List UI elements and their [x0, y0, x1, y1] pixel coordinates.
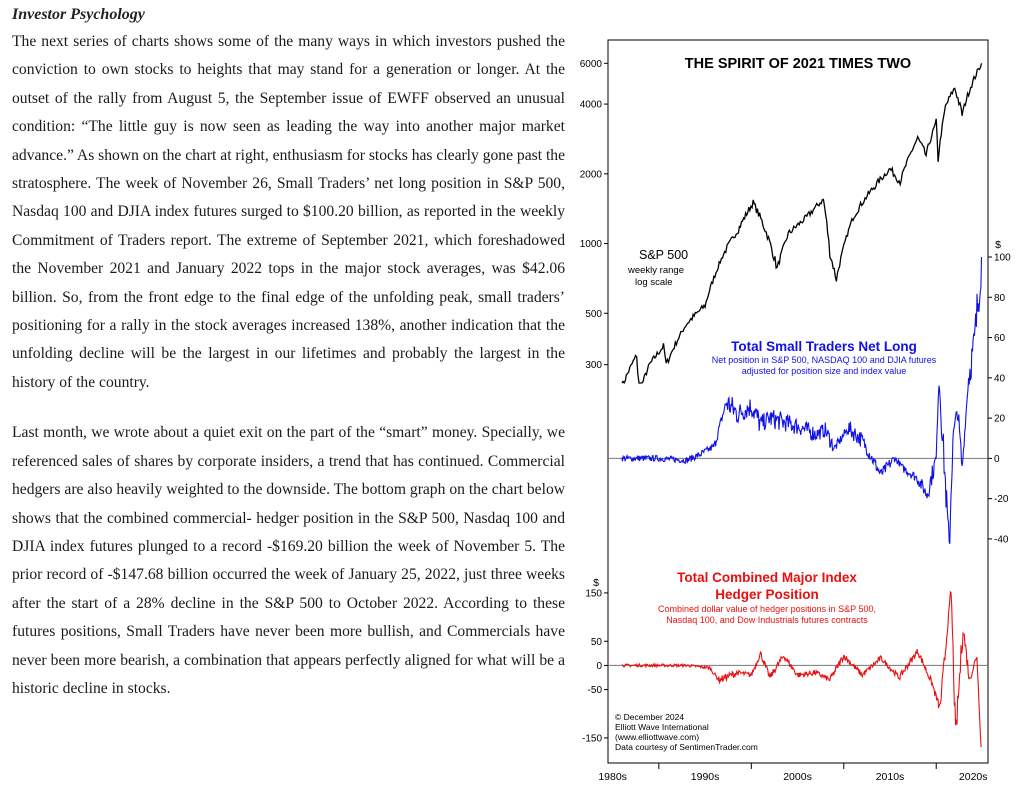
- credit-line-3: (www.elliottwave.com): [615, 732, 699, 742]
- x-tick-label: 2020s: [959, 771, 988, 783]
- hedger-panel: 150 50 0 -50 -150: [582, 588, 988, 748]
- y-tick-label: 500: [585, 309, 602, 320]
- sp500-sublabel-2: log scale: [635, 277, 673, 288]
- small-traders-unit: $: [995, 239, 1001, 251]
- hedger-title-line-1: Total Combined Major Index: [677, 570, 857, 585]
- y-tick-label: 20: [994, 414, 1006, 425]
- credit-line-1: © December 2024: [615, 712, 684, 722]
- y-tick-label: -150: [582, 733, 602, 744]
- x-axis: 1980s 1990s 2000s 2010s 2020s: [598, 763, 988, 783]
- credit-line-2: Elliott Wave International: [615, 722, 709, 732]
- y-tick-label: -50: [588, 685, 603, 696]
- y-tick-label: 80: [994, 293, 1006, 304]
- small-traders-title: Total Small Traders Net Long: [731, 339, 917, 354]
- sp500-label: S&P 500: [639, 248, 688, 262]
- x-tick-label: 1980s: [598, 771, 627, 783]
- x-tick-label: 2010s: [876, 771, 905, 783]
- x-tick-label: 1990s: [691, 771, 720, 783]
- y-tick-label: 4000: [580, 100, 603, 111]
- paragraph-1: The next series of charts shows some of …: [12, 33, 565, 391]
- chart-frame: [607, 39, 989, 764]
- y-tick-label: 300: [585, 360, 602, 371]
- y-tick-label: 50: [591, 637, 603, 648]
- x-tick-label: 2000s: [783, 771, 812, 783]
- y-tick-label: -20: [994, 494, 1009, 505]
- y-tick-label: 0: [596, 661, 602, 672]
- sp500-panel: 6000 4000 2000 1000 500 300: [580, 59, 983, 385]
- sp500-line: [621, 63, 983, 385]
- article-text: Investor Psychology The next series of c…: [12, 6, 565, 703]
- hedger-title-line-2: Hedger Position: [715, 587, 819, 602]
- small-traders-subtitle-2: adjusted for position size and index val…: [742, 366, 907, 376]
- y-tick-label: 2000: [580, 169, 603, 180]
- hedger-unit: $: [593, 577, 599, 589]
- section-title: Investor Psychology: [12, 6, 145, 23]
- y-tick-label: 60: [994, 333, 1006, 344]
- sentiment-chart: 6000 4000 2000 1000 500 300 100 80 60 40 20 0 -20 -4…: [572, 38, 1018, 794]
- paragraph-2: Last month, we wrote about a quiet exit …: [12, 424, 565, 697]
- hedger-subtitle-1: Combined dollar value of hedger position…: [658, 604, 876, 614]
- chart-title: THE SPIRIT OF 2021 TIMES TWO: [685, 56, 911, 72]
- y-tick-label: 6000: [580, 59, 603, 70]
- y-tick-label: 40: [994, 373, 1006, 384]
- y-tick-label: 1000: [580, 239, 603, 250]
- small-traders-subtitle-1: Net position in S&P 500, NASDAQ 100 and …: [712, 355, 937, 365]
- y-tick-label: 150: [585, 588, 602, 599]
- y-tick-label: -40: [994, 534, 1009, 545]
- hedger-line: [621, 590, 982, 748]
- credit-line-4: Data courtesy of SentimenTrader.com: [615, 742, 758, 752]
- small-traders-line: [621, 256, 983, 544]
- y-tick-label: 0: [994, 454, 1000, 465]
- small-traders-panel: 100 80 60 40 20 0 -20 -40: [608, 253, 1011, 545]
- hedger-subtitle-2: Nasdaq 100, and Dow Industrials futures …: [666, 615, 868, 625]
- sp500-sublabel-1: weekly range: [627, 265, 684, 276]
- y-tick-label: 100: [994, 253, 1011, 264]
